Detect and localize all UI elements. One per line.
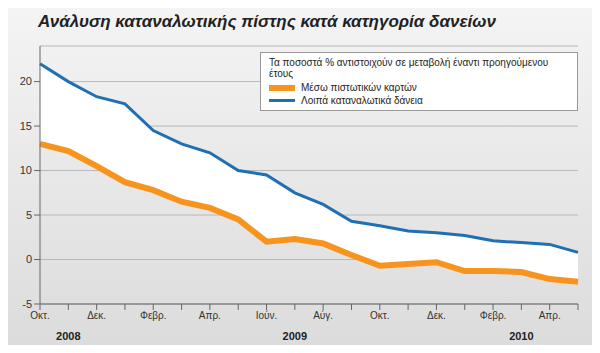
- svg-text:Απρ.: Απρ.: [539, 310, 561, 321]
- svg-text:2009: 2009: [283, 330, 307, 342]
- svg-text:15: 15: [20, 120, 32, 132]
- html-text:Ανάλυση καταναλωτικής πίστης κ: Ανάλυση καταναλωτικής πίστης κατά κατηγο…: [38, 12, 496, 31]
- svg-text:2010: 2010: [509, 330, 533, 342]
- svg-text:Αύγ.: Αύγ.: [313, 310, 333, 321]
- svg-text:Δεκ.: Δεκ.: [427, 310, 446, 321]
- html-text:Μέσω πιστωτικών καρτών: Μέσω πιστωτικών καρτών: [301, 82, 417, 93]
- svg-text:2008: 2008: [56, 330, 80, 342]
- svg-text:Δεκ.: Δεκ.: [87, 310, 106, 321]
- svg-text:20: 20: [20, 75, 32, 87]
- svg-text:Οκτ.: Οκτ.: [370, 310, 390, 321]
- svg-text:-5: -5: [22, 298, 32, 310]
- svg-text:10: 10: [20, 164, 32, 176]
- svg-text:Ιούν.: Ιούν.: [256, 310, 278, 321]
- svg-text:0: 0: [26, 253, 32, 265]
- svg-text:5: 5: [26, 209, 32, 221]
- svg-text:Φεβρ.: Φεβρ.: [140, 310, 167, 321]
- html-text:Τα ποσοστά % αντιστοιχούν σε μ: Τα ποσοστά % αντιστοιχούν σε μεταβολή έν…: [269, 57, 549, 79]
- svg-text:Απρ.: Απρ.: [199, 310, 221, 321]
- svg-text:Οκτ.: Οκτ.: [30, 310, 50, 321]
- html-text:Λοιπά καταναλωτικά δάνεια: Λοιπά καταναλωτικά δάνεια: [301, 95, 423, 106]
- svg-text:Φεβρ.: Φεβρ.: [480, 310, 507, 321]
